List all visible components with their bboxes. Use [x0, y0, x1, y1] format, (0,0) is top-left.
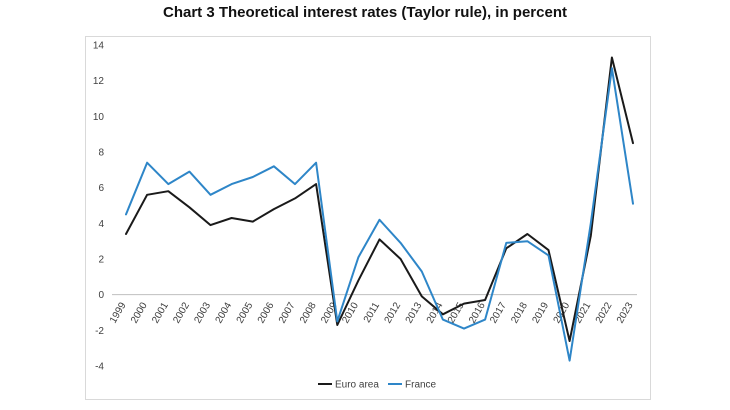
x-tick-label: 2005: [235, 300, 256, 325]
x-tick-label: 2001: [150, 300, 171, 325]
legend: Euro area France: [318, 380, 437, 391]
x-tick-label: 2017: [488, 300, 509, 325]
x-tick-label: 2023: [615, 300, 636, 325]
x-tick-label: 2000: [129, 300, 150, 325]
y-tick-label: 4: [98, 219, 104, 230]
x-tick-label: 2018: [509, 300, 530, 325]
series-line-france: [125, 67, 634, 362]
x-tick-label: 2006: [256, 300, 277, 325]
x-tick-label: 2019: [530, 300, 551, 325]
x-tick-label: 2003: [192, 300, 213, 325]
x-tick-label: 2002: [171, 300, 192, 325]
x-tick-label: 2011: [362, 300, 382, 325]
y-tick-label: 10: [93, 112, 105, 123]
y-axis-ticks: -4 -2 0 2 4 6 8 10 12 14: [93, 41, 105, 373]
legend-label: France: [405, 380, 437, 391]
x-tick-label: 2008: [298, 300, 319, 325]
y-tick-label: 2: [98, 255, 104, 266]
y-tick-label: 12: [93, 76, 105, 87]
y-tick-label: -4: [95, 362, 104, 373]
x-tick-label: 2004: [214, 300, 235, 325]
x-tick-label: 2016: [467, 300, 488, 325]
y-tick-label: 6: [98, 183, 104, 194]
legend-label: Euro area: [335, 380, 379, 391]
x-axis-ticks: 1999 2000 2001 2002 2003 2004 2005 2006 2007 2008…: [108, 300, 636, 325]
chart-title: Chart 3 Theoretical interest rates (Tayl…: [162, 4, 567, 21]
series-line-euro-area: [125, 56, 634, 342]
y-tick-label: 8: [98, 148, 104, 159]
plot-frame: [85, 36, 651, 400]
x-tick-label: 1999: [108, 300, 129, 325]
x-tick-label: 2007: [277, 300, 298, 325]
y-tick-label: -2: [95, 326, 104, 337]
series-lines: [125, 56, 634, 362]
y-tick-label: 14: [93, 41, 105, 52]
y-tick-label: 0: [98, 290, 104, 301]
x-tick-label: 2013: [404, 300, 425, 325]
x-tick-label: 2022: [594, 300, 615, 325]
x-tick-label: 2012: [383, 300, 404, 325]
